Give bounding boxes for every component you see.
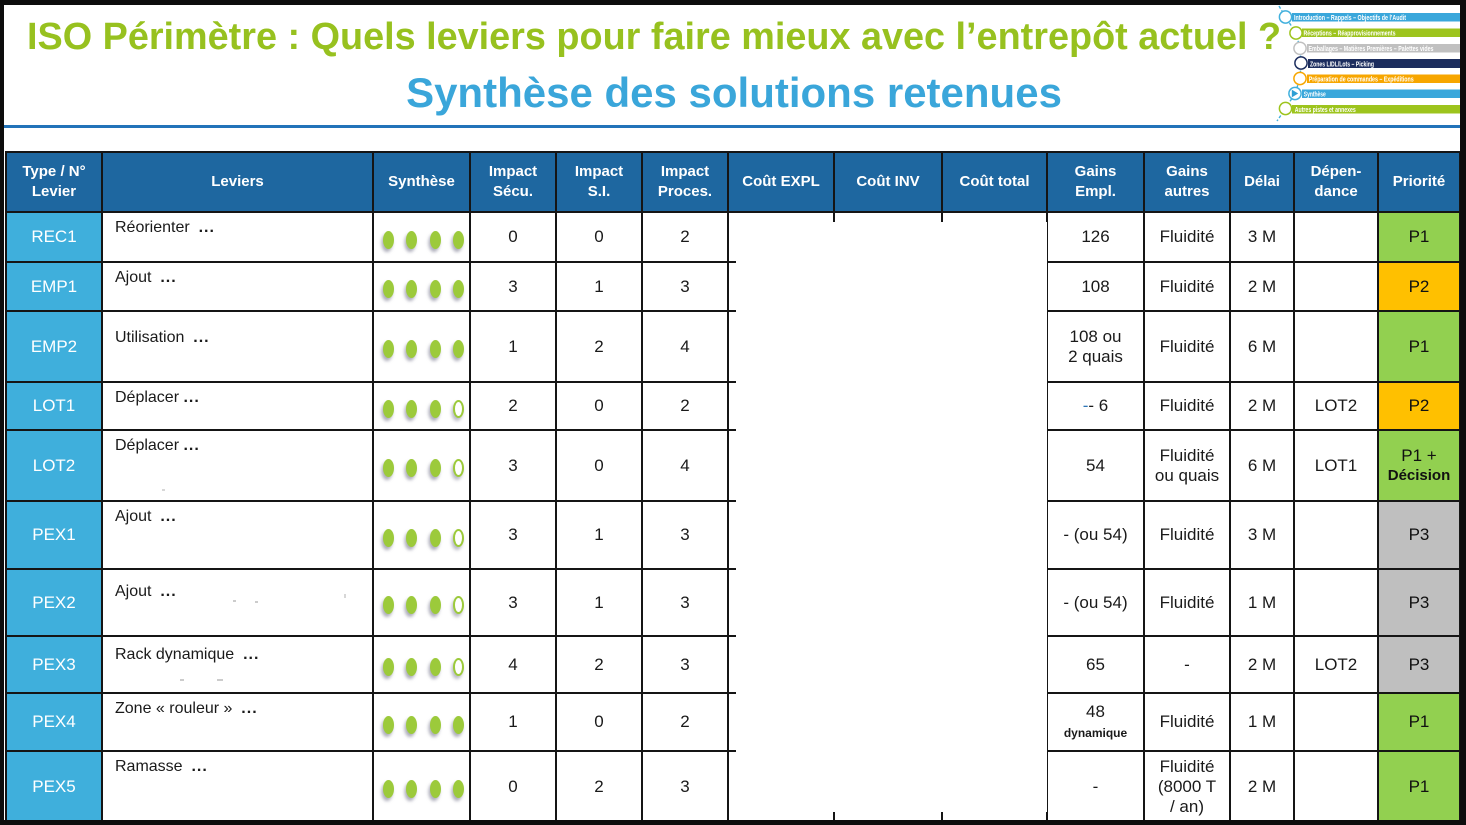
- svg-text:Emballages – Matières Première: Emballages – Matières Premières – Palett…: [1309, 46, 1434, 53]
- svg-text:Synthèse: Synthèse: [1304, 92, 1326, 99]
- svg-text:Zones LIDL/Lots – Picking: Zones LIDL/Lots – Picking: [1310, 59, 1374, 68]
- svg-text:Introduction – Rappels – Objec: Introduction – Rappels – Objectifs de l’…: [1294, 15, 1407, 22]
- svg-text:Réceptions – Réapprovisionneme: Réceptions – Réapprovisionnements: [1304, 31, 1396, 38]
- svg-text:Préparation de commandes – Exp: Préparation de commandes – Expéditions: [1309, 77, 1414, 84]
- svg-text:Autres pistes et annexes: Autres pistes et annexes: [1295, 107, 1356, 114]
